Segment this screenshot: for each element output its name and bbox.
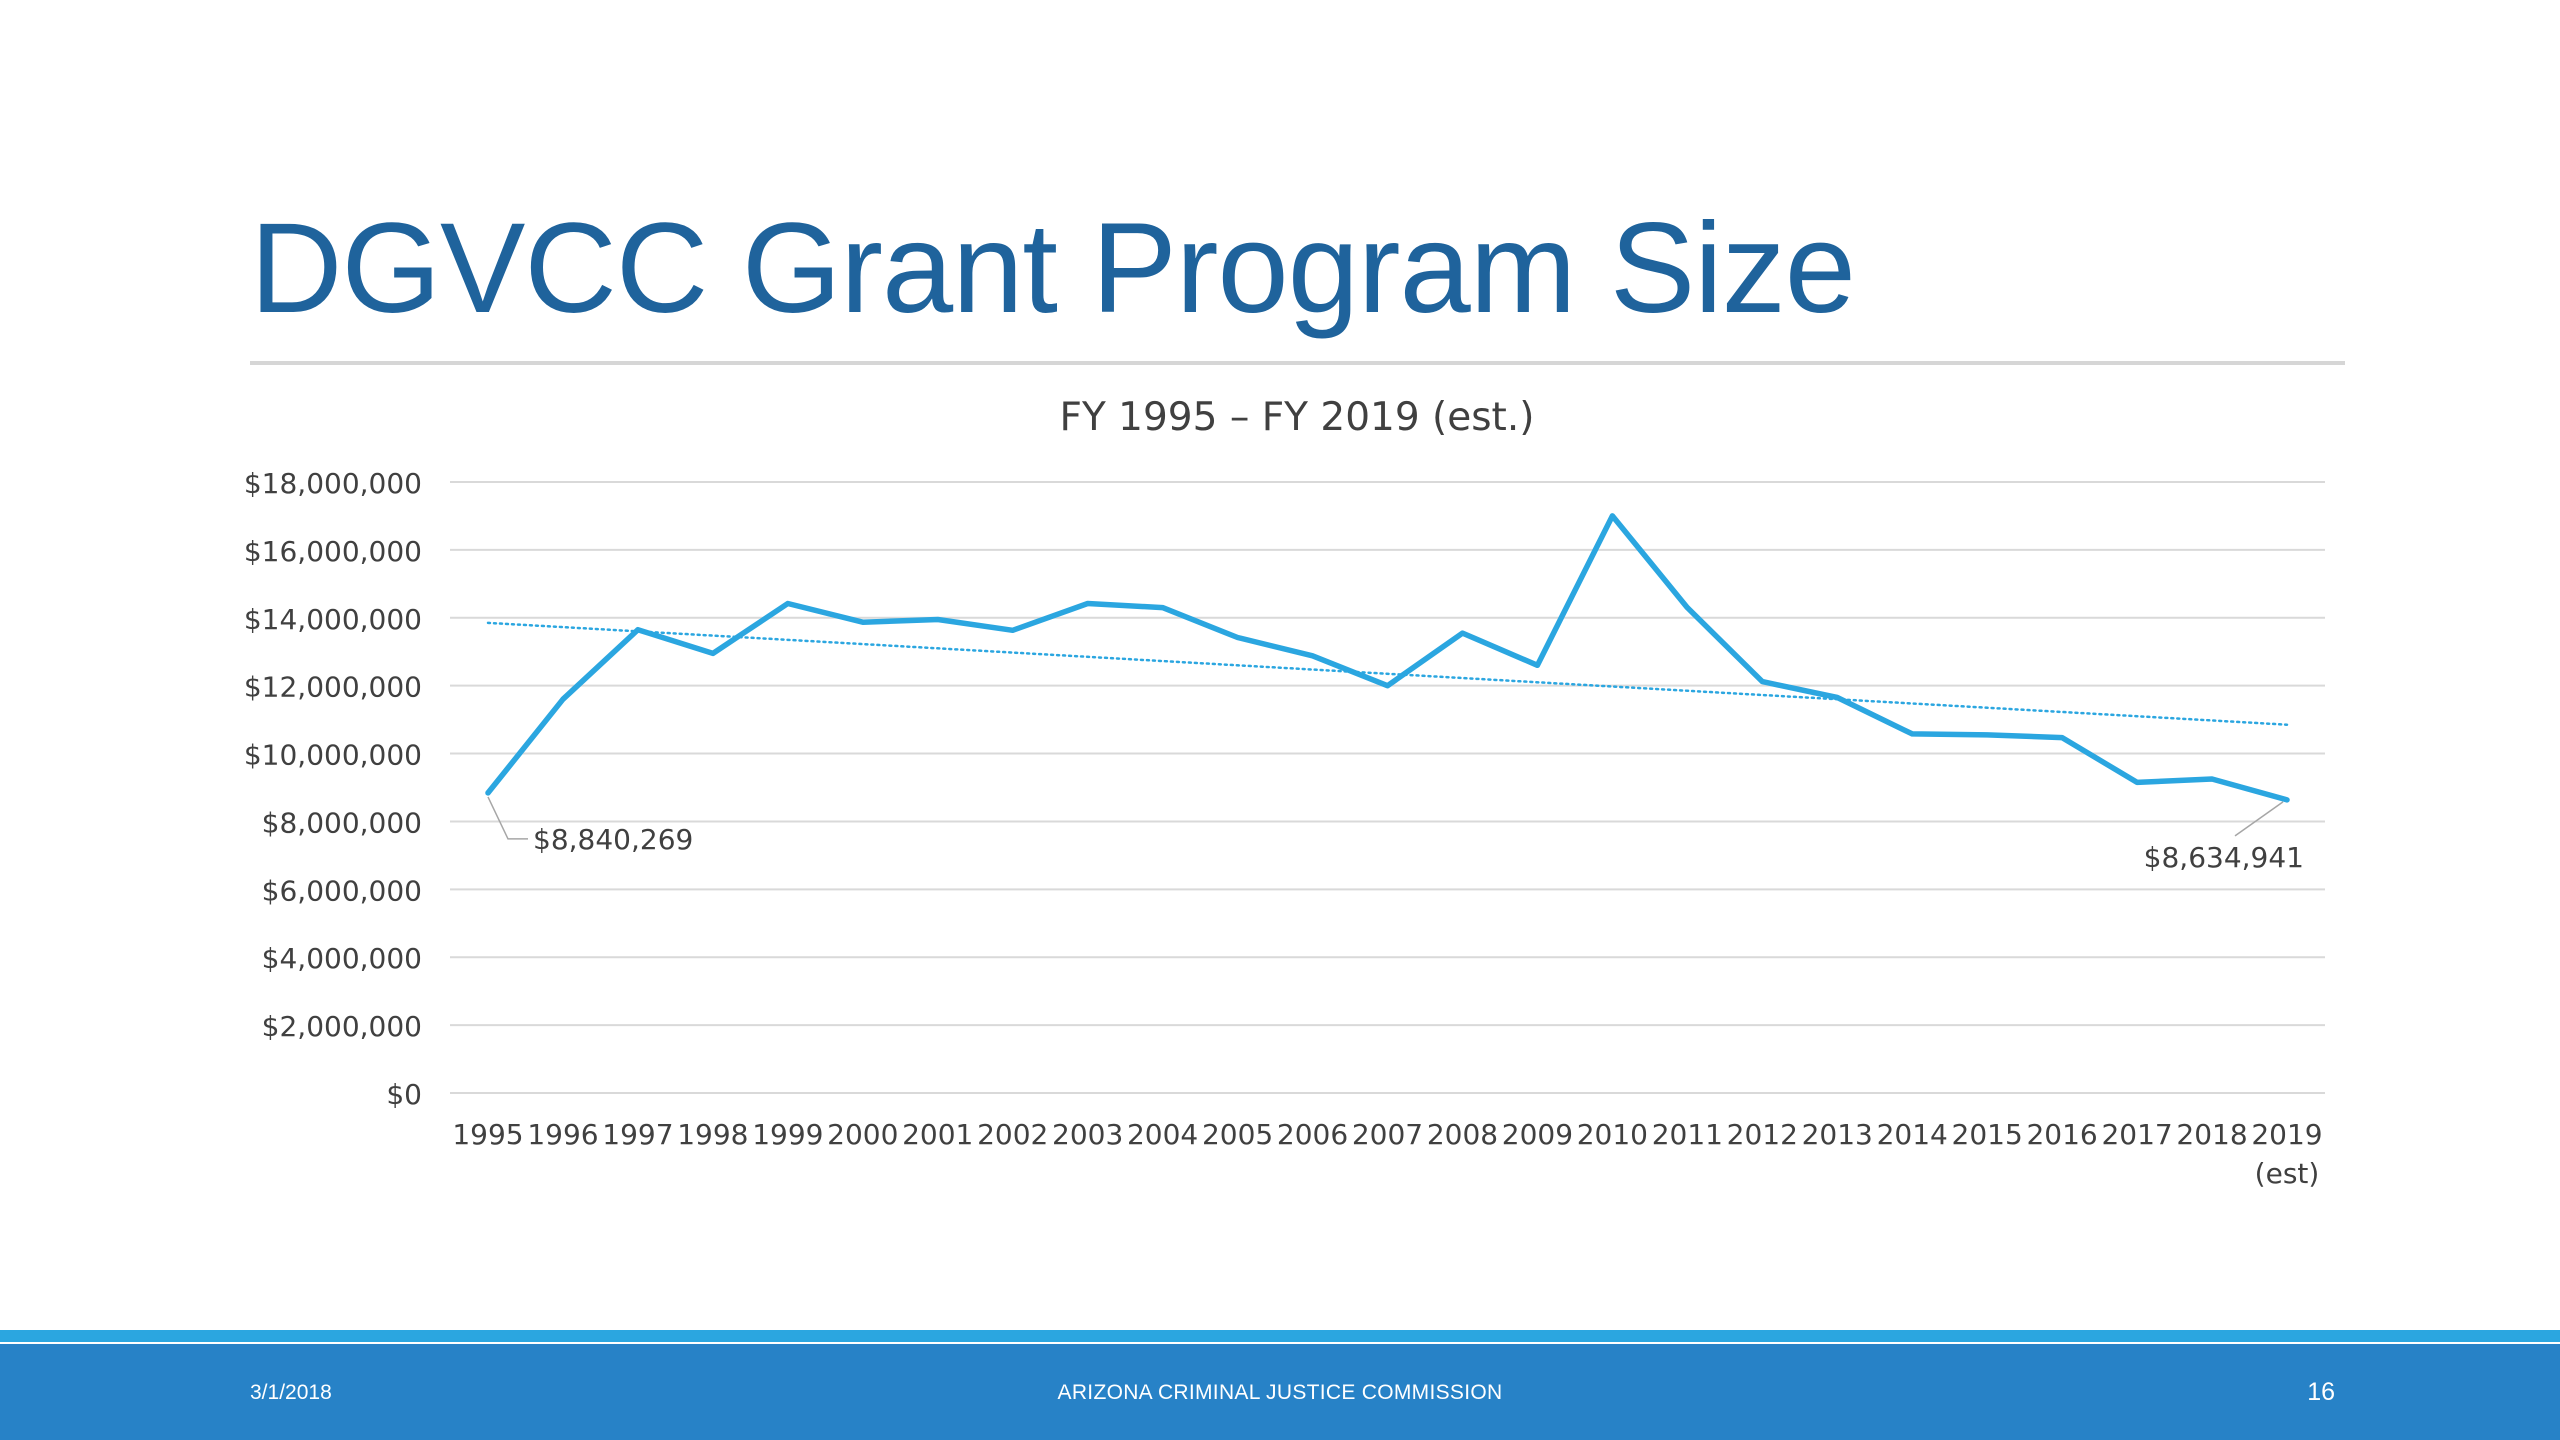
x-tick-label: 1999 [752,1118,823,1151]
x-tick-label: 2011 [1652,1118,1723,1151]
x-tick-label: 2007 [1352,1118,1423,1151]
x-axis-ticks: 1995 1996 1997 1998 1999 2000 2001 2002 2003 2004… [452,1118,2322,1190]
title-divider [250,361,2345,365]
y-tick-label: $4,000,000 [262,942,422,975]
x-tick-label: 2003 [1052,1118,1123,1151]
x-tick-label: 1995 [452,1118,523,1151]
y-tick-label: $18,000,000 [244,467,422,500]
x-tick-label: 2018 [2176,1118,2247,1151]
x-tick-label: 1997 [602,1118,673,1151]
gridlines [450,481,2325,1094]
x-tick-label: 2005 [1202,1118,1273,1151]
y-tick-label: $6,000,000 [262,874,422,907]
data-labels: $8,840,269 $8,634,941 [487,796,2304,874]
x-tick-label: 2002 [977,1118,1048,1151]
data-label: $8,634,941 [2144,841,2304,874]
x-tick-label: 2014 [1877,1118,1948,1151]
trendline [486,621,2289,726]
x-tick-label: 2012 [1727,1118,1798,1151]
series-group [485,513,2290,803]
x-tick-label: 2010 [1577,1118,1648,1151]
trendline-group [486,621,2289,726]
footer-organization: ARIZONA CRIMINAL JUSTICE COMMISSION [1057,1381,1503,1404]
y-tick-label: $12,000,000 [244,671,422,704]
y-tick-label: $0 [386,1078,422,1111]
data-label: $8,840,269 [533,823,693,856]
x-tick-label: 2008 [1427,1118,1498,1151]
data-label-leader [487,796,528,840]
x-tick-label: 2009 [1502,1118,1573,1151]
x-tick-label: 2013 [1802,1118,1873,1151]
y-tick-label: $2,000,000 [262,1010,422,1043]
page-number: 16 [2307,1378,2335,1406]
line-chart: FY 1995 – FY 2019 (est.) $0 $2,000,000 $4,… [244,395,2325,1190]
x-tick-label: 2004 [1127,1118,1198,1151]
x-tick-label: 2006 [1277,1118,1348,1151]
x-tick-sublabel: (est) [2255,1157,2320,1190]
y-axis-ticks: $0 $2,000,000 $4,000,000 $6,000,000 $8,000,0… [244,467,422,1111]
x-tick-label: 2019 [2251,1118,2322,1151]
data-label-leader [2234,801,2284,837]
chart-title: FY 1995 – FY 2019 (est.) [1060,395,1535,440]
x-tick-label: 1996 [527,1118,598,1151]
x-tick-label: 2016 [2026,1118,2097,1151]
x-tick-label: 2000 [827,1118,898,1151]
x-tick-label: 2017 [2101,1118,2172,1151]
y-tick-label: $8,000,000 [262,806,422,839]
footer-bar [0,1344,2560,1440]
slide-title: DGVCC Grant Program Size [250,197,1856,340]
footer-accent-stripe [0,1330,2560,1342]
series-line [485,513,2290,803]
y-tick-label: $10,000,000 [244,739,422,772]
x-tick-label: 2015 [1952,1118,2023,1151]
y-tick-label: $14,000,000 [244,603,422,636]
x-tick-label: 1998 [677,1118,748,1151]
y-tick-label: $16,000,000 [244,535,422,568]
footer-date: 3/1/2018 [250,1381,332,1404]
x-tick-label: 2001 [902,1118,973,1151]
